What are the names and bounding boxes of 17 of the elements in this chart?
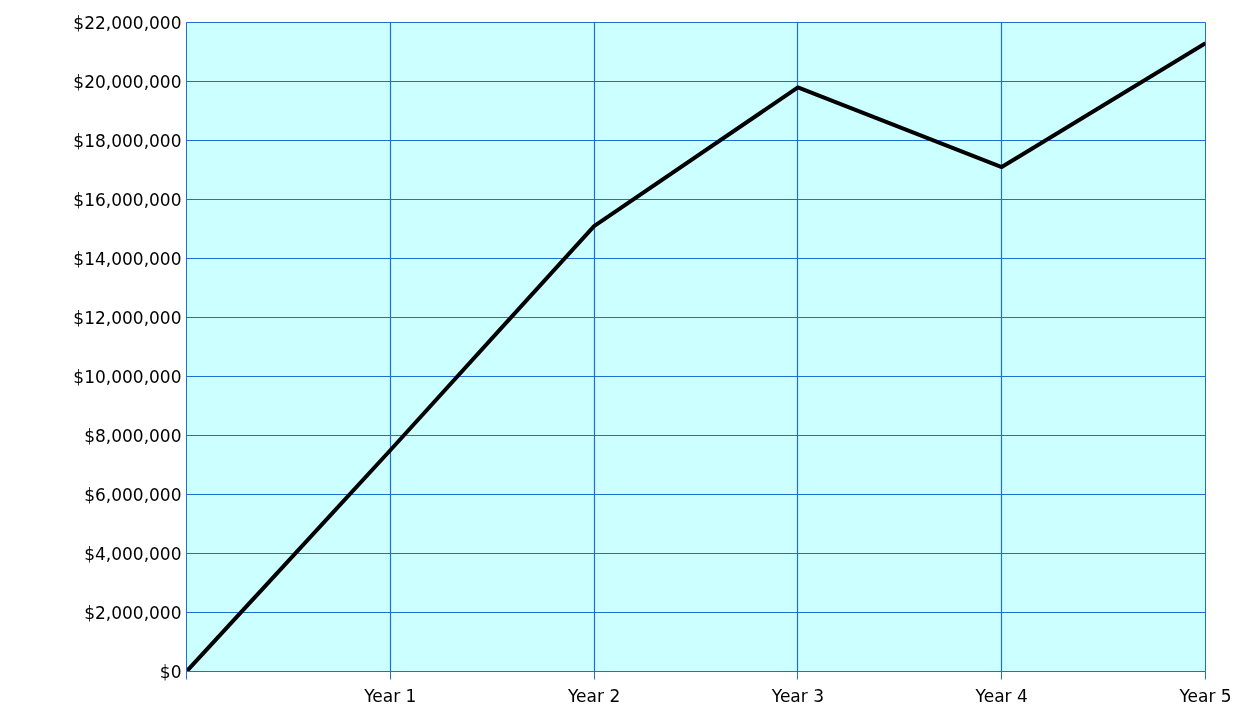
y-tick-label: $20,000,000 xyxy=(73,71,182,92)
x-tick-label: Year 2 xyxy=(566,685,621,706)
y-tick-label: $2,000,000 xyxy=(84,602,182,623)
y-tick-label: $0 xyxy=(159,661,182,682)
y-tick-label: $18,000,000 xyxy=(73,130,182,151)
y-tick-label: $14,000,000 xyxy=(73,248,182,269)
y-tick-label: $12,000,000 xyxy=(73,307,182,328)
y-tick-label: $8,000,000 xyxy=(84,425,182,446)
x-tick-label: Year 3 xyxy=(770,685,825,706)
y-tick-label: $6,000,000 xyxy=(84,484,182,505)
x-tick-label: Year 4 xyxy=(974,685,1028,706)
y-tick-label: $10,000,000 xyxy=(73,366,182,387)
x-tick-label: Year 1 xyxy=(363,685,417,706)
y-tick-label: $22,000,000 xyxy=(73,12,182,33)
x-tick-label: Year 5 xyxy=(1178,685,1232,706)
y-tick-label: $16,000,000 xyxy=(73,189,182,210)
y-tick-label: $4,000,000 xyxy=(84,543,182,564)
